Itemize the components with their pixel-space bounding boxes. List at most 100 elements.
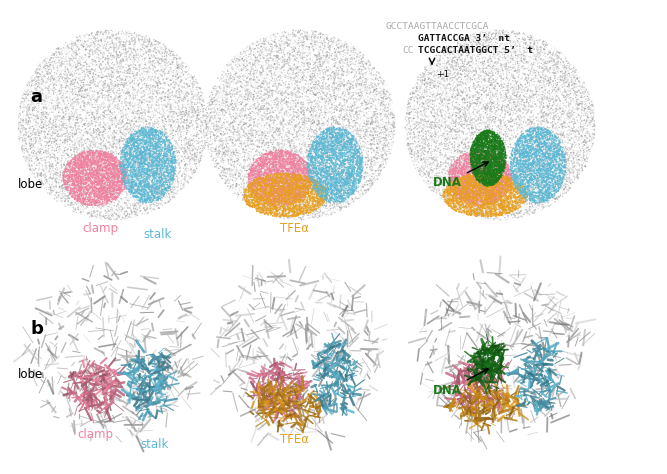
Point — [462, 160, 472, 167]
Point — [226, 119, 237, 127]
Point — [315, 169, 326, 176]
Point — [243, 186, 254, 194]
Point — [486, 169, 497, 177]
Point — [291, 216, 301, 224]
Point — [316, 153, 327, 160]
Point — [219, 93, 230, 101]
Point — [582, 117, 592, 125]
Point — [508, 174, 518, 182]
Point — [269, 167, 279, 174]
Point — [542, 91, 553, 99]
Point — [514, 150, 524, 157]
Point — [63, 197, 73, 205]
Point — [409, 87, 420, 94]
Point — [545, 92, 556, 100]
Point — [323, 171, 334, 178]
Point — [499, 157, 510, 164]
Point — [520, 192, 530, 200]
Point — [491, 210, 502, 218]
Point — [331, 156, 342, 164]
Point — [241, 192, 252, 200]
Point — [476, 127, 486, 135]
Point — [330, 185, 341, 192]
Point — [537, 95, 548, 103]
Point — [112, 34, 123, 41]
Point — [342, 142, 353, 150]
Point — [85, 85, 95, 92]
Point — [260, 196, 271, 204]
Point — [252, 92, 263, 100]
Point — [32, 126, 43, 134]
Point — [483, 38, 494, 46]
Point — [489, 66, 500, 73]
Point — [247, 106, 257, 114]
Point — [316, 102, 327, 109]
Point — [85, 203, 95, 211]
Point — [211, 92, 221, 100]
Point — [468, 189, 479, 196]
Point — [549, 112, 560, 119]
Point — [45, 182, 56, 190]
Point — [78, 179, 89, 186]
Point — [464, 210, 475, 218]
Point — [565, 97, 576, 104]
Point — [84, 93, 95, 100]
Point — [390, 123, 400, 131]
Point — [506, 167, 517, 175]
Point — [54, 182, 65, 189]
Point — [529, 158, 540, 165]
Point — [293, 42, 303, 49]
Point — [179, 118, 189, 125]
Point — [149, 121, 159, 129]
Point — [135, 36, 145, 43]
Point — [284, 176, 295, 183]
Point — [574, 111, 584, 118]
Point — [59, 180, 70, 187]
Point — [335, 79, 346, 86]
Point — [27, 131, 38, 138]
Point — [476, 173, 487, 181]
Point — [468, 156, 478, 164]
Point — [67, 201, 78, 208]
Point — [132, 176, 143, 184]
Point — [459, 184, 470, 192]
Point — [34, 73, 45, 81]
Point — [331, 172, 342, 180]
Point — [566, 96, 576, 104]
Point — [121, 201, 131, 209]
Point — [451, 126, 462, 134]
Point — [381, 150, 392, 158]
Point — [167, 180, 177, 188]
Point — [107, 155, 118, 163]
Point — [340, 167, 350, 174]
Point — [306, 186, 317, 193]
Point — [475, 146, 486, 154]
Point — [280, 157, 291, 165]
Point — [480, 195, 491, 202]
Point — [553, 164, 564, 172]
Point — [114, 185, 125, 193]
Point — [90, 160, 101, 168]
Point — [268, 189, 279, 196]
Point — [377, 166, 388, 174]
Point — [484, 159, 494, 166]
Point — [139, 169, 150, 177]
Point — [92, 156, 103, 164]
Point — [347, 195, 358, 202]
Point — [343, 120, 354, 128]
Point — [444, 188, 454, 195]
Point — [524, 151, 535, 159]
Point — [227, 146, 237, 153]
Point — [473, 165, 484, 173]
Point — [247, 195, 257, 203]
Point — [542, 191, 553, 198]
Point — [405, 114, 416, 121]
Point — [484, 164, 495, 171]
Point — [488, 163, 499, 171]
Point — [506, 61, 516, 68]
Point — [279, 198, 289, 205]
Point — [313, 148, 323, 156]
Point — [469, 139, 480, 146]
Point — [325, 71, 336, 79]
Point — [502, 160, 512, 168]
